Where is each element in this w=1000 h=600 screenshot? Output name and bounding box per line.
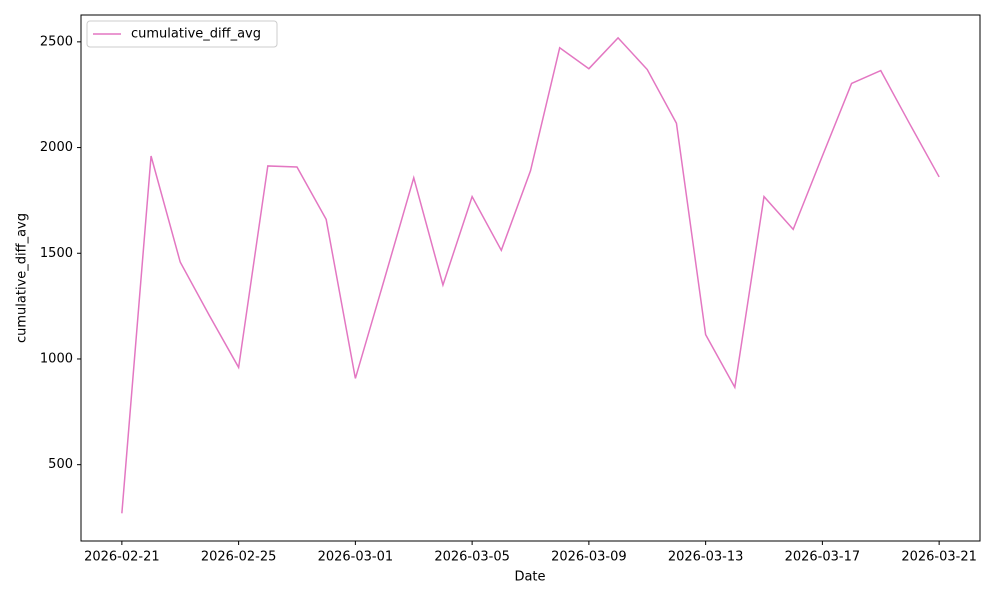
x-tick-label: 2026-02-25	[201, 550, 277, 565]
y-tick-label: 2500	[40, 34, 73, 49]
y-tick-label: 1000	[40, 351, 73, 366]
x-axis-label: Date	[514, 570, 545, 585]
legend-box	[86, 20, 278, 48]
x-tick-label: 2026-03-05	[434, 550, 510, 565]
x-tick-label: 2026-03-13	[668, 550, 744, 565]
x-tick-label: 2026-03-21	[901, 550, 977, 565]
y-tick-label: 1500	[40, 246, 73, 261]
plot-frame	[80, 14, 981, 542]
x-tick-label: 2026-03-09	[551, 550, 627, 565]
y-tick-label: 500	[48, 457, 73, 472]
line-series	[121, 36, 940, 514]
x-tick-label: 2026-03-17	[785, 550, 861, 565]
legend-label: cumulative_diff_avg	[131, 27, 261, 42]
x-tick-label: 2026-03-01	[318, 550, 394, 565]
y-tick-label: 2000	[40, 140, 73, 155]
y-axis-label: cumulative_diff_avg	[15, 213, 30, 343]
x-tick-label: 2026-02-21	[84, 550, 160, 565]
